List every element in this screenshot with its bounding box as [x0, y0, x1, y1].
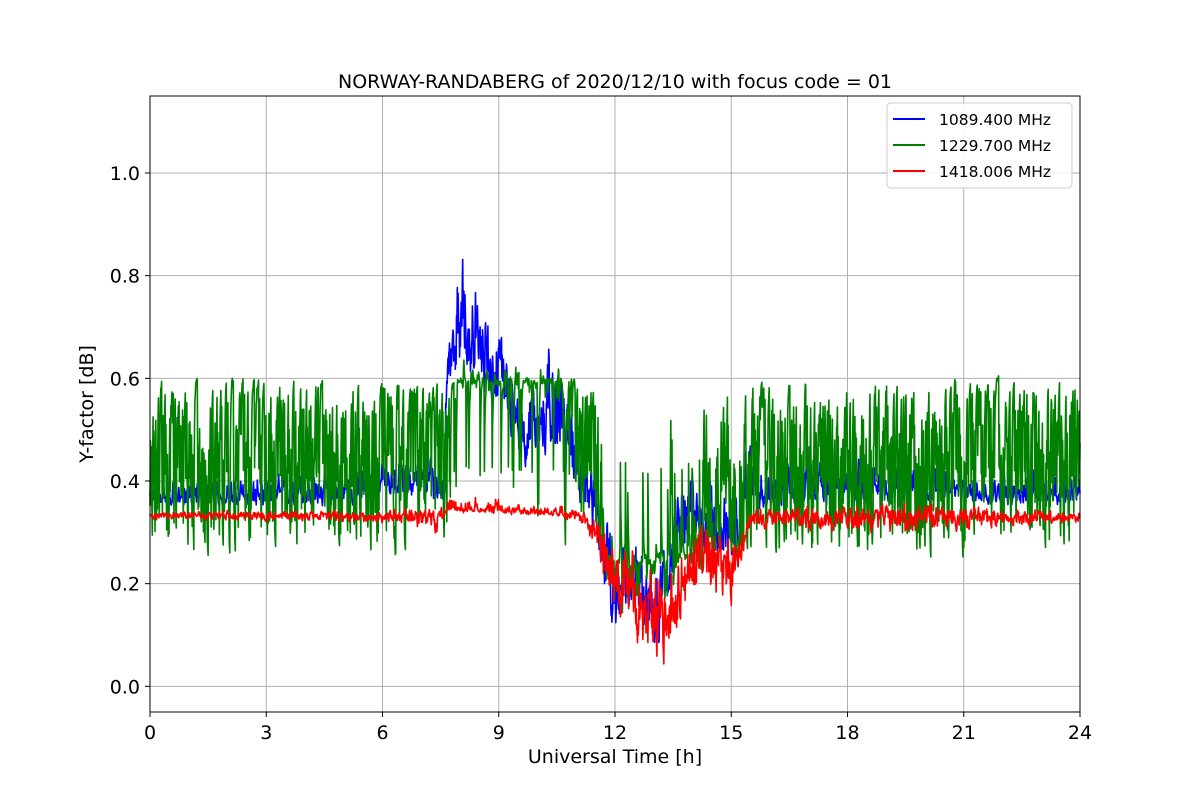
x-tick-label: 15 [719, 722, 743, 744]
x-axis: 0 3 6 9 12 15 18 21 24 [144, 712, 1092, 744]
legend: 1089.400 MHz 1229.700 MHz 1418.006 MHz [886, 102, 1073, 189]
y-tick-label: 0.2 [110, 574, 140, 596]
chart-title: NORWAY-RANDABERG of 2020/12/10 with focu… [338, 71, 892, 93]
y-axis-label: Y-factor [dB] [76, 345, 98, 464]
legend-box [886, 102, 1073, 189]
legend-entry: 1089.400 MHz [939, 111, 1051, 129]
x-tick-label: 6 [376, 722, 388, 744]
x-tick-label: 12 [603, 722, 627, 744]
x-tick-label: 18 [835, 722, 859, 744]
y-axis: 0.0 0.2 0.4 0.6 0.8 1.0 [110, 163, 150, 698]
x-tick-label: 3 [260, 722, 272, 744]
series-line-3 [149, 496, 1081, 665]
y-tick-label: 0.0 [110, 676, 140, 698]
x-tick-label: 0 [144, 722, 156, 744]
x-tick-label: 9 [493, 722, 505, 744]
y-tick-label: 1.0 [110, 163, 140, 185]
legend-entry: 1418.006 MHz [939, 163, 1051, 181]
plot-area [149, 258, 1081, 665]
y-tick-label: 0.8 [110, 266, 140, 288]
x-tick-label: 21 [952, 722, 976, 744]
x-tick-label: 24 [1068, 722, 1092, 744]
y-tick-label: 0.4 [110, 471, 140, 493]
y-tick-label: 0.6 [110, 368, 140, 390]
legend-entry: 1229.700 MHz [939, 137, 1051, 155]
x-axis-label: Universal Time [h] [528, 746, 702, 768]
